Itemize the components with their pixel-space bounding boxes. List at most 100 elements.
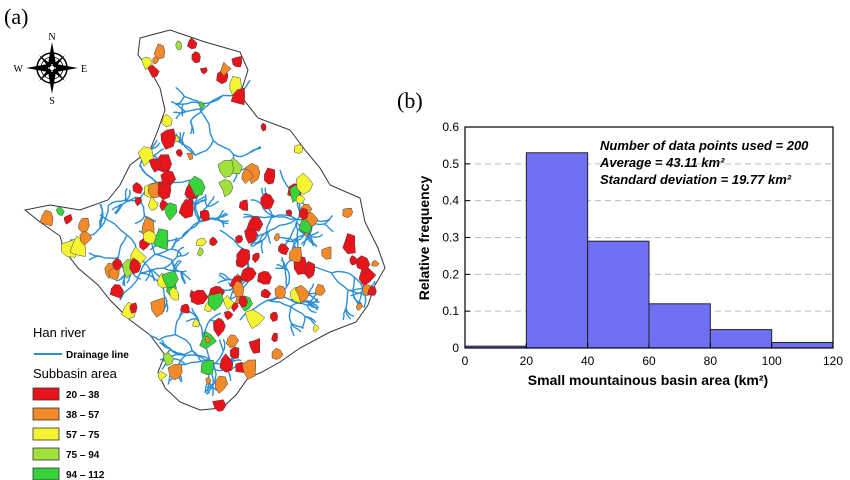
river-segment: [345, 290, 349, 308]
panel-a-label: (a): [4, 4, 28, 29]
subbasin-patch: [230, 87, 245, 106]
river-segment: [114, 203, 124, 214]
subbasin-patch: [157, 182, 172, 201]
subbasin-patch: [349, 255, 358, 266]
river-segment: [345, 307, 355, 317]
subbasin-patch: [141, 56, 153, 71]
subbasin-patch: [342, 207, 353, 218]
river-segment: [290, 323, 295, 337]
river-segment: [222, 339, 226, 352]
panel-b-label: (b): [397, 88, 423, 113]
river-segment: [107, 199, 126, 206]
river-segment: [99, 205, 109, 229]
river-segment: [304, 315, 316, 325]
river-segment: [114, 203, 124, 215]
river-segment: [138, 164, 157, 183]
river-segment: [358, 291, 364, 305]
legend-subbasin-title: Subbasin area: [33, 366, 118, 381]
legend-bin-swatch: [32, 427, 60, 441]
x-tick-label: 80: [704, 354, 718, 368]
subbasin-patch: [180, 304, 190, 314]
river-segment: [194, 204, 200, 222]
subbasin-patch: [224, 310, 234, 321]
y-tick-label: 0.3: [442, 231, 459, 245]
subbasin-patch: [186, 152, 193, 161]
subbasin-patch: [294, 144, 304, 154]
hist-bars: [464, 152, 834, 349]
river-segment: [306, 304, 317, 314]
river-segment: [352, 277, 355, 295]
river-segment: [281, 257, 286, 270]
river-segment: [310, 234, 324, 238]
river-segment: [350, 291, 363, 297]
subbasin-patch: [175, 40, 183, 50]
river-segment: [285, 238, 298, 243]
subbasin-patch: [219, 353, 234, 373]
subbasin-patch: [191, 51, 201, 64]
river-segment: [301, 316, 306, 330]
subbasin-patch: [161, 113, 173, 128]
river-segment: [185, 358, 210, 366]
x-axis-label: Small mountainous basin area (km²): [528, 372, 768, 388]
subbasin-patch: [63, 213, 73, 225]
y-tick-label: 0.1: [442, 304, 459, 318]
subbasin-patch: [312, 324, 320, 333]
legend-bin-label: 75 – 94: [66, 450, 100, 461]
subbasin-patch: [236, 248, 251, 269]
river-segment: [149, 268, 161, 278]
river-segment: [306, 300, 319, 308]
legend-bin-swatch: [32, 387, 60, 401]
legend-bin-swatch: [32, 447, 60, 461]
legend-bin-label: 20 – 38: [66, 390, 100, 401]
legend-drainage-label: Drainage line: [66, 350, 129, 361]
river-segment: [342, 307, 347, 321]
panel-a-map: (a) N S E W Han river Draina: [4, 4, 386, 480]
river-segment: [331, 270, 355, 278]
subbasin-patch: [109, 284, 124, 299]
river-segment: [291, 323, 304, 329]
subbasin-patch: [39, 209, 54, 227]
subbasin-patch: [196, 246, 204, 257]
legend-bin-label: 38 – 57: [66, 410, 100, 421]
river-segment: [217, 278, 231, 284]
river-segment: [250, 240, 263, 247]
river-segment: [194, 140, 214, 156]
x-tick-label: 60: [642, 354, 656, 368]
subbasin-patch: [148, 158, 162, 173]
subbasin-patch: [246, 216, 264, 232]
river-segment: [306, 300, 320, 303]
river-segment: [306, 231, 320, 237]
subbasin-patch: [199, 209, 210, 222]
river-segment: [219, 272, 231, 281]
river-segment: [286, 269, 291, 288]
river-segment: [189, 109, 204, 122]
river-segment: [185, 354, 210, 360]
river-segment: [307, 304, 319, 311]
river-segment: [195, 198, 208, 206]
river-segment: [149, 269, 155, 282]
subbasin-patch: [260, 192, 275, 210]
compass-north-arrow-icon: [48, 42, 56, 64]
subbasin-patch: [153, 228, 169, 250]
x-tick-label: 100: [762, 354, 782, 368]
river-segment: [284, 259, 293, 270]
subbasin-patch: [192, 318, 200, 328]
subbasin-patch: [147, 64, 160, 78]
subbasin-patch: [187, 175, 206, 197]
river-segment: [147, 332, 160, 341]
river-segment: [209, 312, 222, 321]
subbasin-patch: [143, 229, 158, 244]
subbasin-patch: [260, 122, 267, 132]
river-segment: [180, 221, 200, 239]
river-segment: [215, 209, 225, 221]
river-segment: [202, 94, 224, 111]
river-segment: [158, 333, 176, 341]
subbasin-patch: [371, 260, 380, 267]
river-segment: [189, 121, 195, 134]
compass-diagonal-icon: [39, 55, 52, 68]
river-segment: [144, 269, 151, 282]
river-segment: [99, 214, 128, 236]
subbasin-patch: [160, 128, 176, 150]
subbasin-patch: [304, 260, 315, 280]
